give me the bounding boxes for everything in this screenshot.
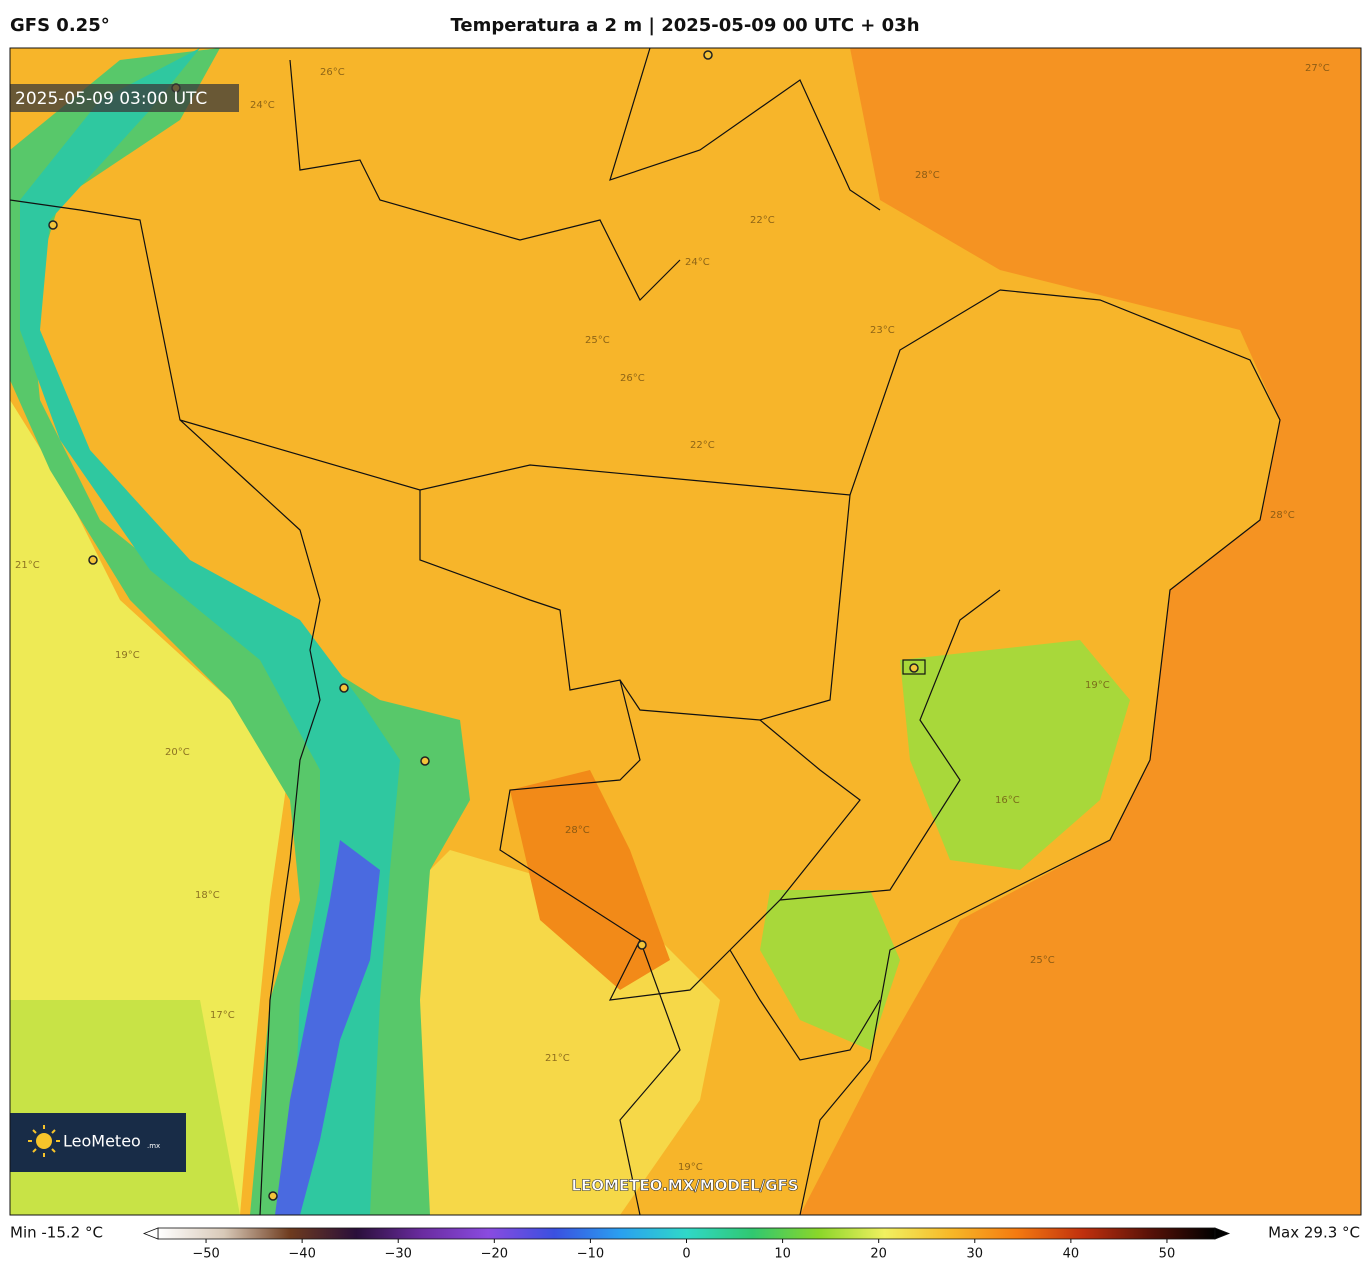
contour-label: 27°C — [1305, 63, 1330, 74]
contour-label: 16°C — [995, 795, 1020, 806]
logo-suffix: .mx — [147, 1142, 160, 1150]
contour-label: 22°C — [690, 440, 715, 451]
colorbar-max-arrow — [1214, 1227, 1231, 1240]
contour-label: 21°C — [545, 1053, 570, 1064]
paraguay-warm — [510, 770, 670, 990]
colorbar-tick-label: −10 — [577, 1247, 604, 1262]
contour-labels: 26°C 24°C 27°C 28°C 22°C 24°C 23°C 25°C 26°C 22°C… — [15, 63, 1330, 1173]
colorbar-tick-label: 0 — [682, 1247, 690, 1262]
logo-name: LeoMeteo — [63, 1132, 141, 1151]
contour-label: 20°C — [165, 747, 190, 758]
contour-label: 19°C — [115, 650, 140, 661]
map: 26°C 24°C 27°C 28°C 22°C 24°C 23°C 25°C 26°C 22°C… — [10, 48, 1361, 1215]
contour-label: 22°C — [750, 215, 775, 226]
contour-label: 28°C — [1270, 510, 1295, 521]
contour-label: 24°C — [685, 257, 710, 268]
contour-label: 28°C — [915, 170, 940, 181]
andes-teal — [20, 48, 400, 1215]
colorbar-tick-label: −20 — [481, 1247, 508, 1262]
map-frame — [9, 47, 1362, 1216]
colorbar: −50 −40 −30 −20 −10 0 10 20 30 40 50 — [142, 1227, 1231, 1262]
colorbar-tick-label: 20 — [870, 1247, 887, 1262]
min-label: Min -15.2 °C — [10, 1224, 103, 1242]
valid-time: 2025-05-09 03:00 UTC — [15, 89, 207, 109]
southeast-cool — [900, 640, 1130, 870]
contour-label: 21°C — [15, 560, 40, 571]
colorbar-tick-label: −50 — [192, 1247, 219, 1262]
andes-cold — [275, 840, 380, 1215]
colorbar-fill — [157, 1227, 1216, 1240]
colorbar-tick-label: 10 — [774, 1247, 791, 1262]
contour-label: 19°C — [678, 1162, 703, 1173]
colorbar-tick-label: 40 — [1063, 1247, 1080, 1262]
contour-label: 23°C — [870, 325, 895, 336]
colorbar-tick-label: 30 — [966, 1247, 983, 1262]
contour-label: 25°C — [585, 335, 610, 346]
contour-label: 25°C — [1030, 955, 1055, 966]
contour-label: 18°C — [195, 890, 220, 901]
model-name: GFS 0.25° — [10, 15, 110, 36]
colorbar-min-arrow — [142, 1227, 159, 1240]
borders — [10, 48, 1281, 1215]
contour-label: 26°C — [620, 373, 645, 384]
colorbar-tick-label: −40 — [288, 1247, 315, 1262]
contour-label: 26°C — [320, 67, 345, 78]
contour-label: 19°C — [1085, 680, 1110, 691]
colorbar-tick-label: 50 — [1159, 1247, 1176, 1262]
map-title: Temperatura a 2 m | 2025-05-09 00 UTC + … — [450, 15, 919, 36]
colorbar-tick-label: −30 — [385, 1247, 412, 1262]
max-label: Max 29.3 °C — [1268, 1224, 1360, 1242]
contour-label: 28°C — [565, 825, 590, 836]
logo-rays — [28, 1125, 60, 1157]
watermark: LEOMETEO.MX/MODEL/GFS — [571, 1177, 798, 1195]
logo: LeoMeteo .mx — [10, 1113, 186, 1172]
pacific-south — [10, 1000, 240, 1215]
contour-label: 24°C — [250, 100, 275, 111]
south-cool — [760, 890, 900, 1050]
contour-label: 17°C — [210, 1010, 235, 1021]
logo-sun — [36, 1133, 52, 1149]
time-box — [10, 84, 239, 112]
